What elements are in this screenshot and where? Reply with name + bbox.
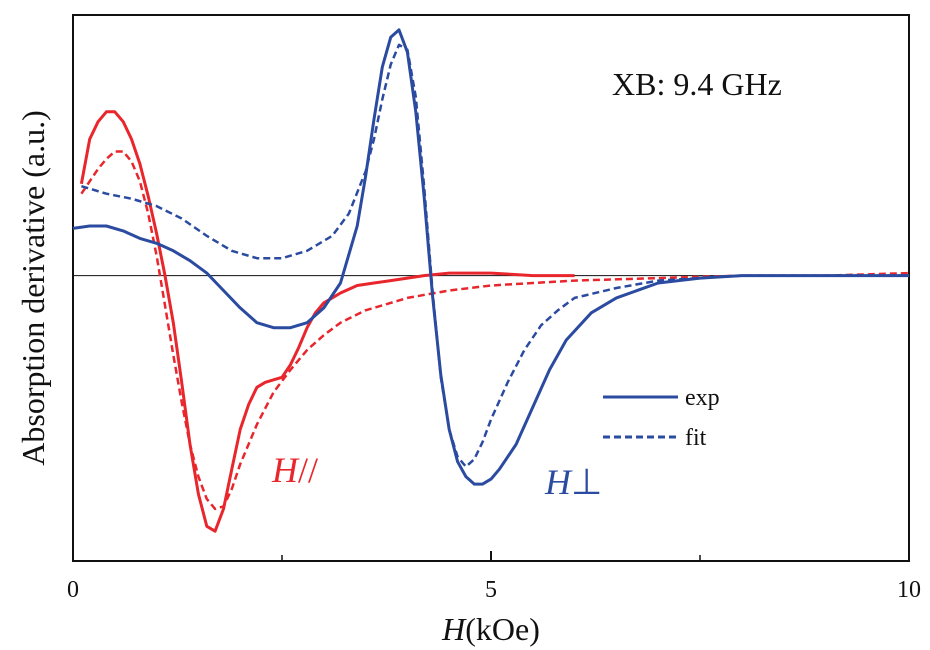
x-ticks: 0 5 10 <box>67 551 921 603</box>
x-axis-label-rest: (kOe) <box>465 611 540 647</box>
legend-fit-label: fit <box>685 425 707 451</box>
annotation-text: XB: 9.4 GHz <box>612 66 782 102</box>
series-label-perp-symbol: ⊥ <box>571 462 602 502</box>
series-line-2 <box>72 28 909 486</box>
x-tick-label: 10 <box>897 577 921 603</box>
series-group <box>72 28 910 533</box>
x-axis-label-italic: H <box>441 611 467 647</box>
series-label-perp-italic: H <box>544 462 573 502</box>
legend-exp-label: exp <box>685 385 720 411</box>
y-axis-label: Absorption derivative (a.u.) <box>15 110 51 465</box>
series-label-parallel-italic: H <box>271 450 300 490</box>
series-line-3 <box>81 43 909 468</box>
x-tick-label: 5 <box>485 577 497 603</box>
series-label-perpendicular: H⊥ <box>544 462 602 502</box>
series-line-0 <box>79 110 575 533</box>
legend: exp fit <box>603 385 720 451</box>
series-label-parallel: H// <box>271 450 318 490</box>
series-label-parallel-symbol: // <box>298 450 318 490</box>
x-tick-label: 0 <box>67 577 79 603</box>
x-axis-label: H(kOe) <box>441 611 540 647</box>
series-line-1 <box>80 150 910 511</box>
